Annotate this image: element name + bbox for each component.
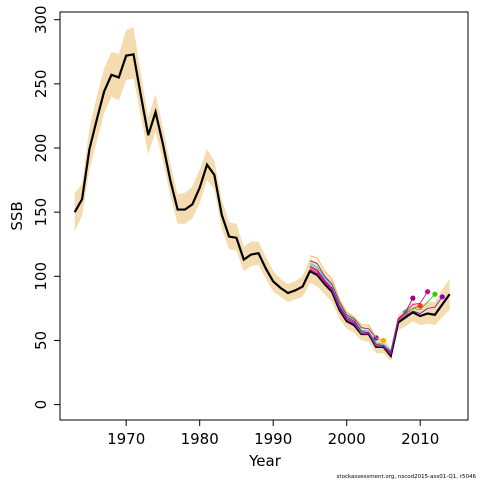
ssb-line (73, 53, 451, 359)
retro-line (309, 255, 384, 341)
plot-frame (59, 11, 469, 421)
x-axis-label: Year (248, 452, 282, 470)
retro-line (309, 263, 406, 352)
retro-end-point (380, 337, 387, 344)
x-tick-label: 1990 (254, 430, 292, 448)
x-tick-label: 1970 (107, 430, 145, 448)
confidence-band (74, 27, 450, 361)
retro-end-point (417, 303, 423, 309)
y-tick-label: 0 (32, 400, 50, 410)
x-tick-label: 2000 (328, 430, 366, 448)
y-tick-label: 50 (32, 331, 50, 350)
x-tick-label: 1980 (181, 430, 219, 448)
retro-end-point (432, 291, 438, 297)
retro-end-point (424, 289, 431, 295)
retro-line (309, 266, 428, 355)
retro-line (309, 269, 443, 356)
retro-line (309, 260, 377, 339)
y-tick-label: 300 (32, 5, 50, 34)
y-tick-label: 250 (32, 70, 50, 99)
y-tick-label: 150 (32, 198, 50, 227)
y-axis-label: SSB (8, 201, 26, 230)
y-tick-label: 100 (32, 262, 50, 291)
x-tick-label: 2010 (401, 430, 439, 448)
footnote: stockassessment.org, nscod2015-ass01-Q1,… (337, 474, 477, 480)
retro-end-point (410, 295, 416, 301)
retro-end-point (439, 294, 445, 300)
y-tick-label: 200 (32, 134, 50, 163)
